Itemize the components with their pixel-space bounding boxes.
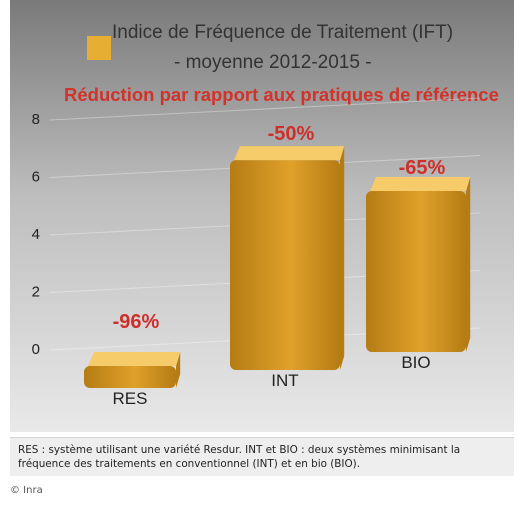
- y-tick-label: 2: [32, 284, 40, 301]
- y-tick-label: 8: [32, 111, 40, 128]
- bar-side: [340, 146, 345, 370]
- bar-front: [366, 191, 466, 352]
- bar-front: [230, 160, 340, 370]
- bar-top: [370, 177, 471, 191]
- x-category-label: RES: [113, 389, 148, 408]
- bar-front: [84, 366, 176, 388]
- chart-panel: Indice de Fréquence de Traitement (IFT) …: [10, 0, 514, 432]
- bar-bio: [366, 177, 471, 352]
- figure-caption: RES : système utilisant une variété Resd…: [10, 437, 514, 476]
- bar-top: [88, 352, 181, 366]
- bar-side: [176, 352, 181, 388]
- y-tick-label: 4: [32, 226, 40, 243]
- x-category-label: BIO: [401, 353, 430, 372]
- reduction-annotation: Réduction par rapport aux pratiques de r…: [64, 84, 499, 105]
- bar-value-label: -65%: [399, 157, 446, 179]
- bar-res: [84, 352, 181, 388]
- photo-credit: © Inra: [10, 485, 43, 496]
- bars: -96% RES -50% INT -65% BIO: [84, 123, 471, 408]
- bar-top: [234, 146, 345, 161]
- legend-swatch: [87, 36, 111, 60]
- chart-subtitle: - moyenne 2012-2015 -: [174, 52, 372, 73]
- gridline: [49, 97, 481, 121]
- ift-bar-chart: Indice de Fréquence de Traitement (IFT) …: [10, 0, 514, 432]
- x-category-label: INT: [271, 371, 298, 390]
- bar-value-label: -96%: [113, 311, 160, 333]
- bar-side: [466, 177, 471, 352]
- chart-title: Indice de Fréquence de Traitement (IFT): [112, 22, 453, 43]
- y-axis-ticks: 0 2 4 6 8: [32, 111, 40, 358]
- bar-value-label: -50%: [268, 123, 315, 145]
- y-tick-label: 0: [32, 341, 40, 358]
- y-tick-label: 6: [32, 169, 40, 186]
- bar-int: [230, 146, 345, 370]
